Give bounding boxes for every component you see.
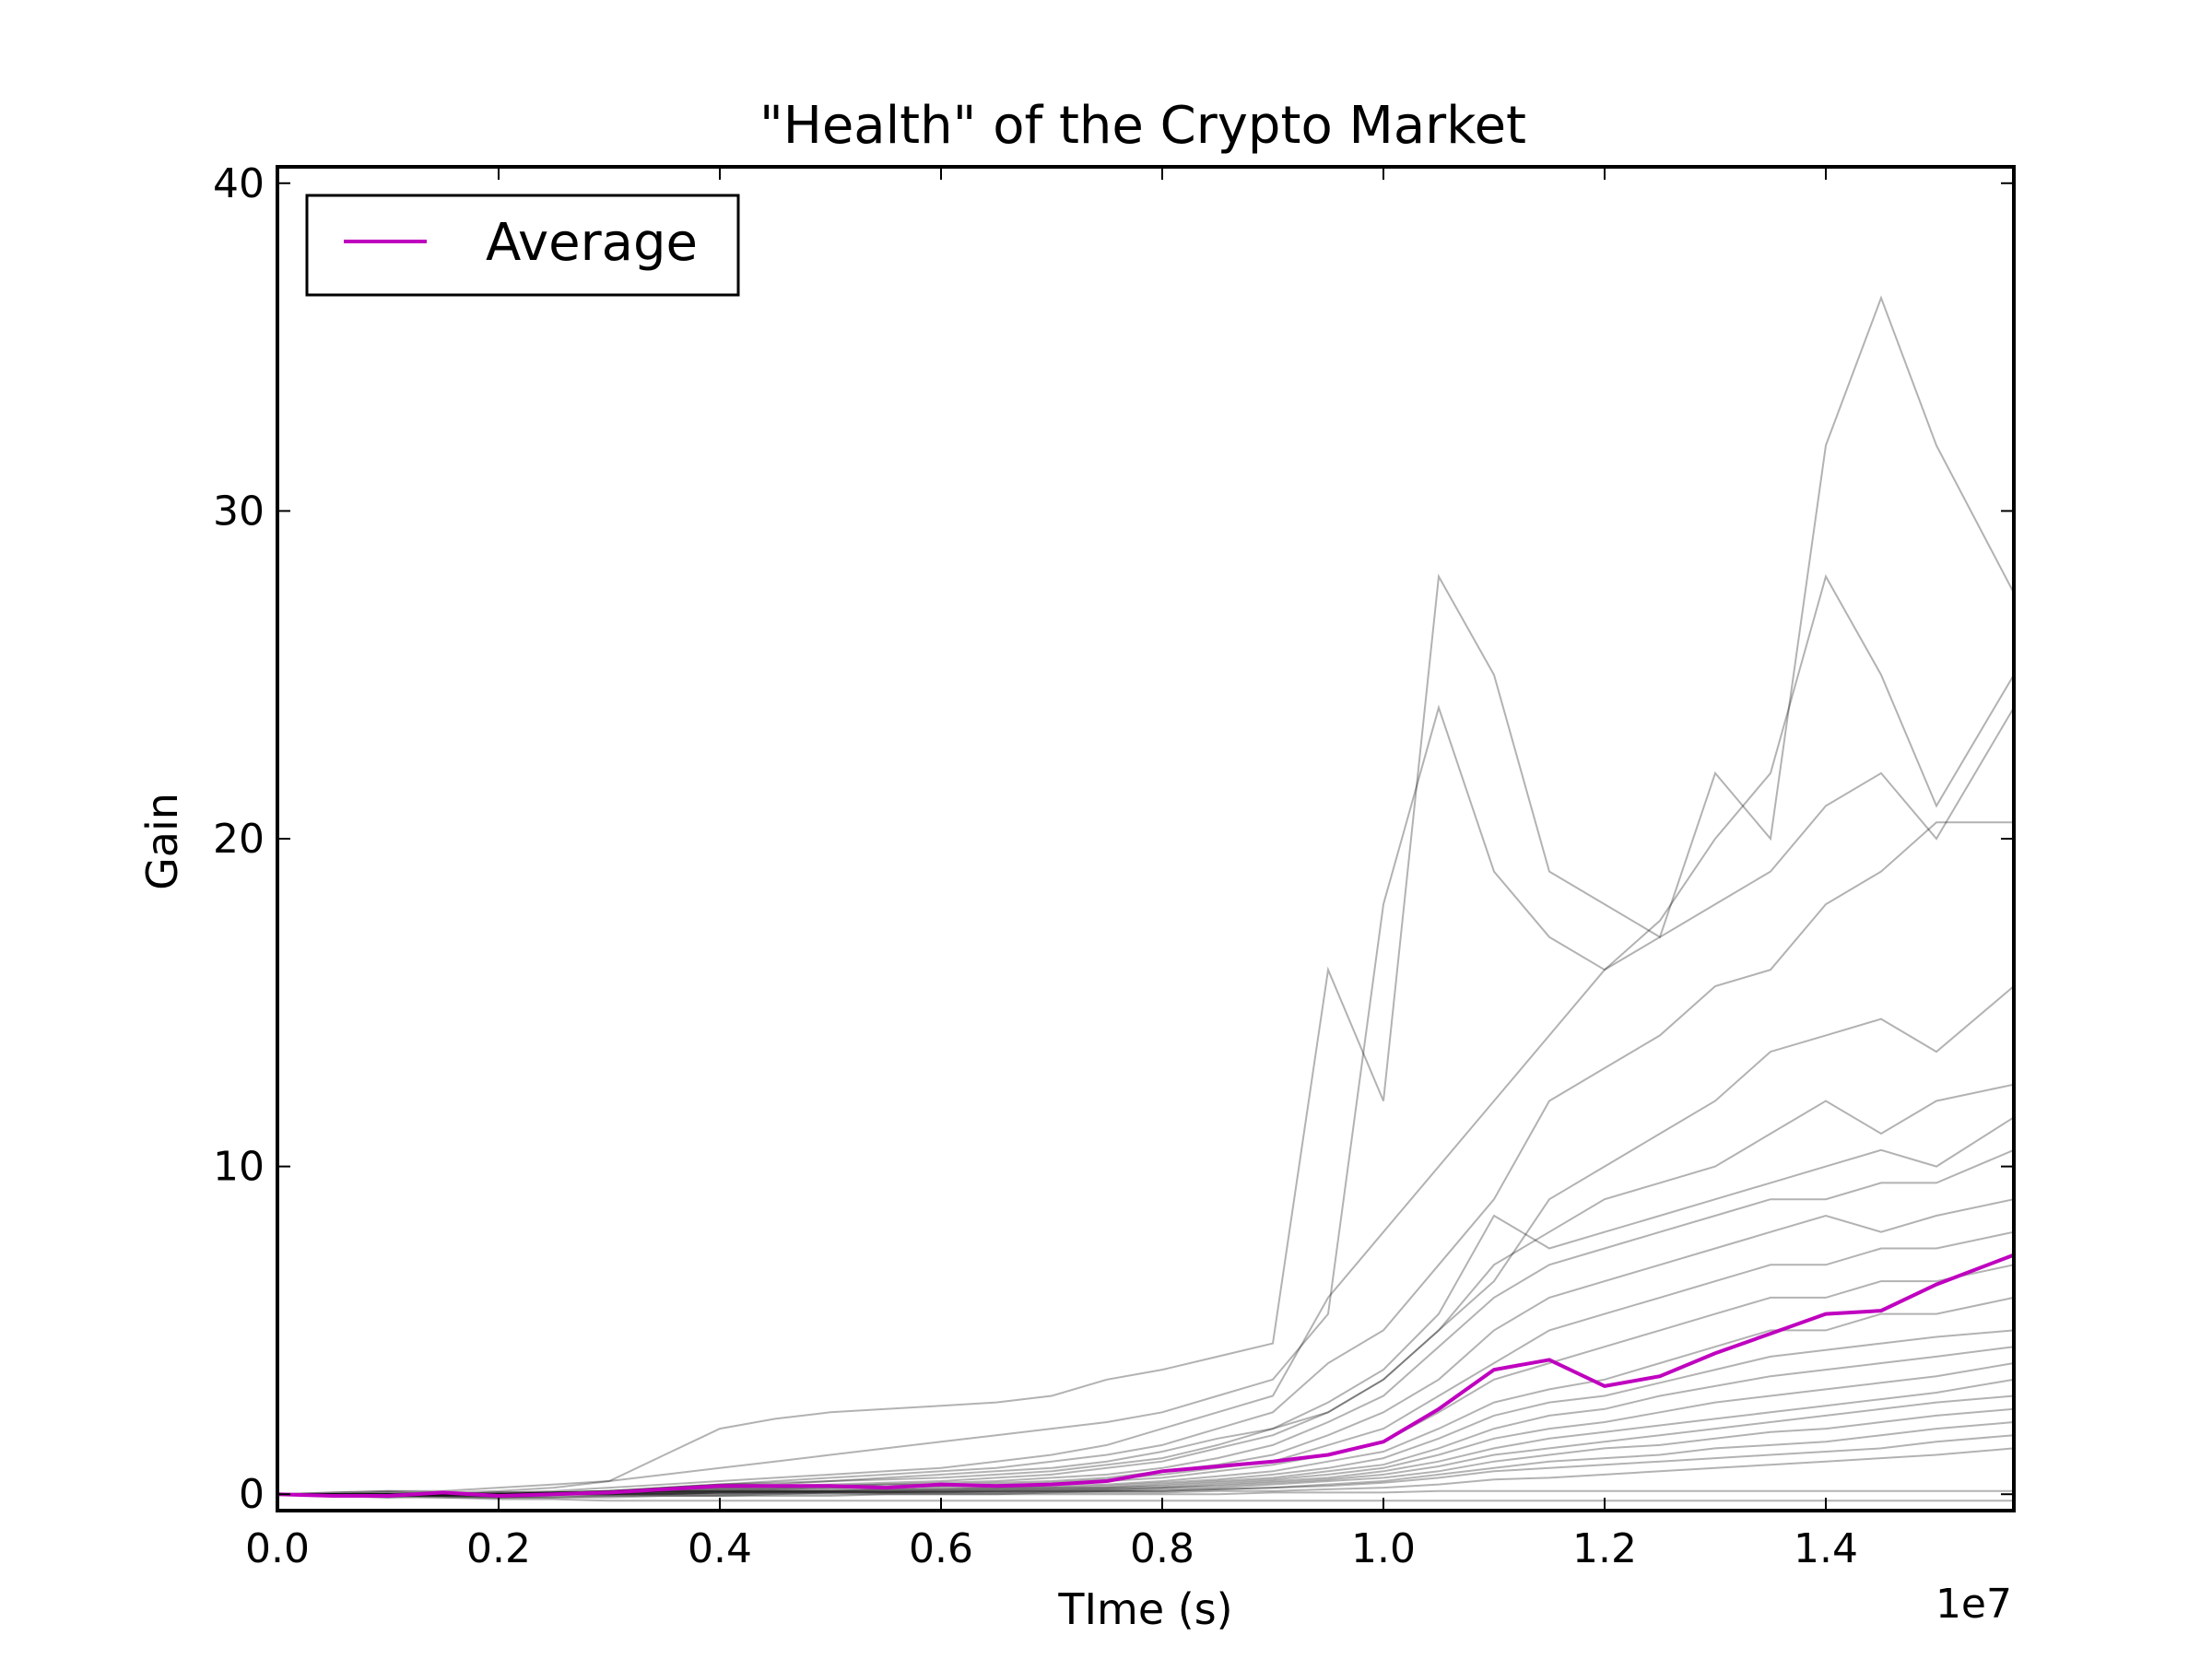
- y-tick-label: 40: [213, 160, 265, 207]
- coin-line-4: [277, 821, 2014, 1496]
- coin-line-9: [277, 1198, 2015, 1496]
- axis-ticks: 0.0 0.2 0.4 0.6 0.8 1.0 1.2 1.4 0 10 20 30 40: [213, 160, 2014, 1572]
- average-line: [276, 1253, 2015, 1499]
- legend: Average: [305, 194, 740, 297]
- y-tick-label: 30: [213, 488, 265, 535]
- legend-box: [305, 194, 740, 297]
- x-tick-label: 1.2: [1572, 1525, 1637, 1572]
- x-tick-label: 0.2: [466, 1525, 531, 1572]
- coin-line-19: [276, 1421, 2015, 1499]
- x-tick-label: 1.4: [1794, 1525, 1858, 1572]
- coin-line-23: [276, 1493, 2014, 1502]
- coin-line-7: [277, 1116, 2015, 1496]
- x-tick-label: 1.0: [1351, 1525, 1416, 1572]
- coin-line-5: [276, 985, 2015, 1499]
- coin-line-1: [276, 295, 2015, 1496]
- coin-line-14: [277, 1346, 2015, 1496]
- x-tick-label: 0.8: [1130, 1525, 1194, 1572]
- y-axis-label: Gain: [137, 793, 187, 890]
- x-tick-label: 0.0: [245, 1525, 310, 1572]
- x-tick-label: 0.4: [688, 1525, 752, 1572]
- coin-line-21: [276, 1447, 2015, 1499]
- coin-line-13: [276, 1329, 2015, 1498]
- y-tick-label: 10: [213, 1144, 265, 1191]
- legend-average-label: Average: [486, 213, 698, 273]
- chart-title: "Health" of the Crypto Market: [759, 96, 1526, 156]
- x-axis-label: TIme (s): [1057, 1584, 1232, 1634]
- coin-line-12: [277, 1296, 2015, 1496]
- coin-line-8: [276, 1148, 2015, 1498]
- coin-line-3: [277, 707, 2015, 1496]
- series-layer: [276, 295, 2015, 1502]
- y-tick-label: 20: [213, 816, 265, 863]
- x-axis-offset-label: 1e7: [1936, 1581, 2012, 1628]
- coin-line-16: [277, 1378, 2015, 1496]
- y-tick-label: 0: [239, 1471, 265, 1518]
- plot-frame: [276, 165, 2016, 1512]
- coin-line-22: [277, 1489, 2014, 1499]
- coin-line-2: [276, 573, 2015, 1496]
- x-tick-label: 0.6: [909, 1525, 973, 1572]
